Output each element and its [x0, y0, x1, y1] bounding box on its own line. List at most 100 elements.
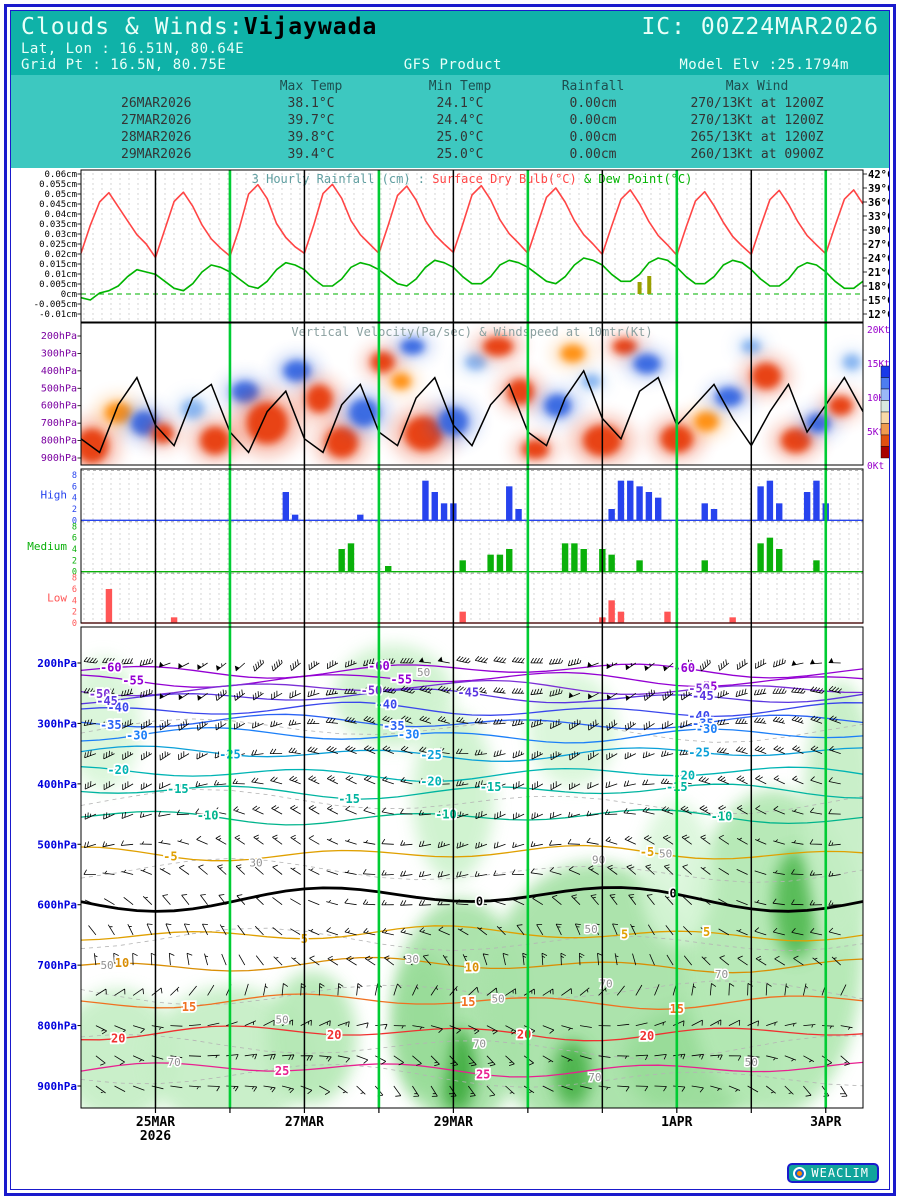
svg-text:-60: -60 — [100, 661, 122, 675]
svg-text:-25: -25 — [420, 748, 442, 762]
svg-text:50: 50 — [585, 923, 598, 936]
svg-text:5: 5 — [621, 928, 628, 942]
svg-text:0.01cm: 0.01cm — [44, 270, 77, 280]
meteogram-chart: 0.06cm0.055cm0.05cm0.045cm0.04cm0.035cm0… — [27, 169, 890, 1144]
svg-text:-45: -45 — [96, 694, 118, 708]
svg-text:-50: -50 — [688, 682, 710, 696]
svg-text:0: 0 — [476, 894, 483, 908]
station-name: Vijaywada — [243, 14, 378, 40]
svg-text:300hPa: 300hPa — [37, 717, 77, 730]
svg-text:700hPa: 700hPa — [41, 418, 77, 429]
svg-text:6: 6 — [72, 585, 77, 595]
svg-text:600hPa: 600hPa — [41, 401, 77, 412]
svg-text:-35: -35 — [383, 719, 405, 733]
svg-text:4: 4 — [72, 545, 77, 555]
max-wind-cell: 265/13Kt at 1200Z — [690, 130, 824, 145]
svg-text:20: 20 — [111, 1032, 125, 1046]
svg-text:400hPa: 400hPa — [41, 366, 77, 377]
table-row: 27MAR2026 39.7°C 24.4°C 0.00cm 270/13Kt … — [121, 112, 889, 129]
svg-text:-20: -20 — [107, 763, 129, 777]
svg-text:900hPa: 900hPa — [37, 1080, 77, 1093]
svg-text:25: 25 — [476, 1068, 490, 1082]
svg-text:0Kt: 0Kt — [867, 461, 884, 472]
weaclim-logo-icon — [793, 1166, 807, 1180]
svg-text:200hPa: 200hPa — [41, 331, 77, 342]
svg-text:25MAR: 25MAR — [136, 1115, 175, 1130]
table-row: 28MAR2026 39.8°C 25.0°C 0.00cm 265/13Kt … — [121, 129, 889, 146]
svg-text:5Kt: 5Kt — [867, 427, 884, 438]
svg-text:70: 70 — [715, 968, 728, 981]
svg-text:18°C: 18°C — [868, 281, 890, 293]
summary-col-header: Rainfall — [561, 79, 625, 94]
svg-text:-10: -10 — [197, 809, 219, 823]
svg-text:-35: -35 — [100, 718, 122, 732]
svg-text:36°C: 36°C — [868, 197, 890, 209]
svg-text:-5: -5 — [640, 845, 654, 859]
date-cell: 26MAR2026 — [121, 96, 192, 111]
svg-text:2: 2 — [72, 505, 77, 515]
grid-point: Grid Pt : 16.5N, 80.75E — [21, 57, 227, 73]
min-temp-cell: 25.0°C — [436, 147, 484, 162]
svg-text:0.03cm: 0.03cm — [44, 230, 77, 240]
svg-text:-55: -55 — [122, 674, 144, 688]
svg-text:0.055cm: 0.055cm — [39, 180, 77, 190]
title-prefix: Clouds & Winds: — [21, 14, 244, 40]
table-row: 26MAR2026 38.1°C 24.1°C 0.00cm 270/13Kt … — [121, 95, 889, 112]
svg-text:8: 8 — [72, 574, 77, 584]
svg-text:High: High — [41, 489, 68, 502]
svg-text:800hPa: 800hPa — [41, 436, 77, 447]
max-temp-cell: 39.8°C — [287, 130, 335, 145]
svg-text:500hPa: 500hPa — [37, 838, 77, 851]
svg-text:Vertical Velocity(Pa/sec) & Wi: Vertical Velocity(Pa/sec) & Windspeed at… — [291, 325, 652, 339]
svg-text:900hPa: 900hPa — [41, 453, 77, 464]
max-temp-cell: 39.4°C — [287, 147, 335, 162]
title-row: Clouds & Winds:Vijaywada IC: 00Z24MAR202… — [21, 14, 879, 40]
svg-text:2026: 2026 — [140, 1129, 171, 1144]
svg-text:70: 70 — [599, 977, 612, 990]
svg-text:300hPa: 300hPa — [41, 348, 77, 359]
svg-text:200hPa: 200hPa — [37, 657, 77, 670]
svg-text:50: 50 — [100, 959, 113, 972]
svg-text:29MAR: 29MAR — [434, 1115, 473, 1130]
min-temp-cell: 24.1°C — [436, 96, 484, 111]
svg-text:0.005cm: 0.005cm — [39, 280, 77, 290]
svg-text:15: 15 — [461, 995, 475, 1009]
svg-text:24°C: 24°C — [868, 253, 890, 265]
svg-text:33°C: 33°C — [868, 211, 890, 223]
svg-text:400hPa: 400hPa — [37, 778, 77, 791]
svg-text:20Kt: 20Kt — [867, 325, 890, 336]
svg-text:0: 0 — [72, 516, 77, 526]
svg-text:-10: -10 — [711, 810, 733, 824]
svg-text:10: 10 — [465, 960, 479, 974]
svg-text:0: 0 — [72, 568, 77, 578]
summary-table: Max Temp Min Temp Rainfall Max Wind 26MA… — [11, 75, 889, 168]
date-cell: 27MAR2026 — [121, 113, 192, 128]
min-temp-cell: 24.4°C — [436, 113, 484, 128]
svg-text:0.02cm: 0.02cm — [44, 250, 77, 260]
date-cell: 28MAR2026 — [121, 130, 192, 145]
svg-text:-55: -55 — [696, 679, 718, 693]
svg-text:5: 5 — [703, 925, 710, 939]
svg-text:4: 4 — [72, 494, 77, 504]
svg-text:-0.005cm: -0.005cm — [34, 300, 77, 310]
svg-text:6: 6 — [72, 534, 77, 544]
svg-text:25: 25 — [275, 1064, 289, 1078]
svg-text:21°C: 21°C — [868, 267, 890, 279]
gridpoint-row: Grid Pt : 16.5N, 80.75E GFS Product Mode… — [21, 57, 879, 73]
latlon-line: Lat, Lon : 16.51N, 80.64E — [21, 41, 245, 57]
header: Clouds & Winds:Vijaywada IC: 00Z24MAR202… — [11, 11, 889, 75]
svg-text:0.015cm: 0.015cm — [39, 260, 77, 270]
summary-header-row: Max Temp Min Temp Rainfall Max Wind — [121, 78, 889, 95]
svg-text:8: 8 — [72, 471, 77, 481]
svg-text:0: 0 — [72, 619, 77, 629]
svg-text:-10: -10 — [435, 807, 457, 821]
max-wind-cell: 270/13Kt at 1200Z — [690, 113, 824, 128]
model-elevation: Model Elv :25.1794m — [679, 57, 849, 73]
svg-text:0.045cm: 0.045cm — [39, 200, 77, 210]
svg-text:600hPa: 600hPa — [37, 899, 77, 912]
init-condition: IC: 00Z24MAR2026 — [641, 14, 879, 40]
svg-text:3APR: 3APR — [810, 1115, 841, 1130]
svg-text:-30: -30 — [696, 722, 718, 736]
weaclim-badge[interactable]: WEACLIM — [787, 1163, 879, 1183]
svg-text:0.06cm: 0.06cm — [44, 170, 77, 180]
